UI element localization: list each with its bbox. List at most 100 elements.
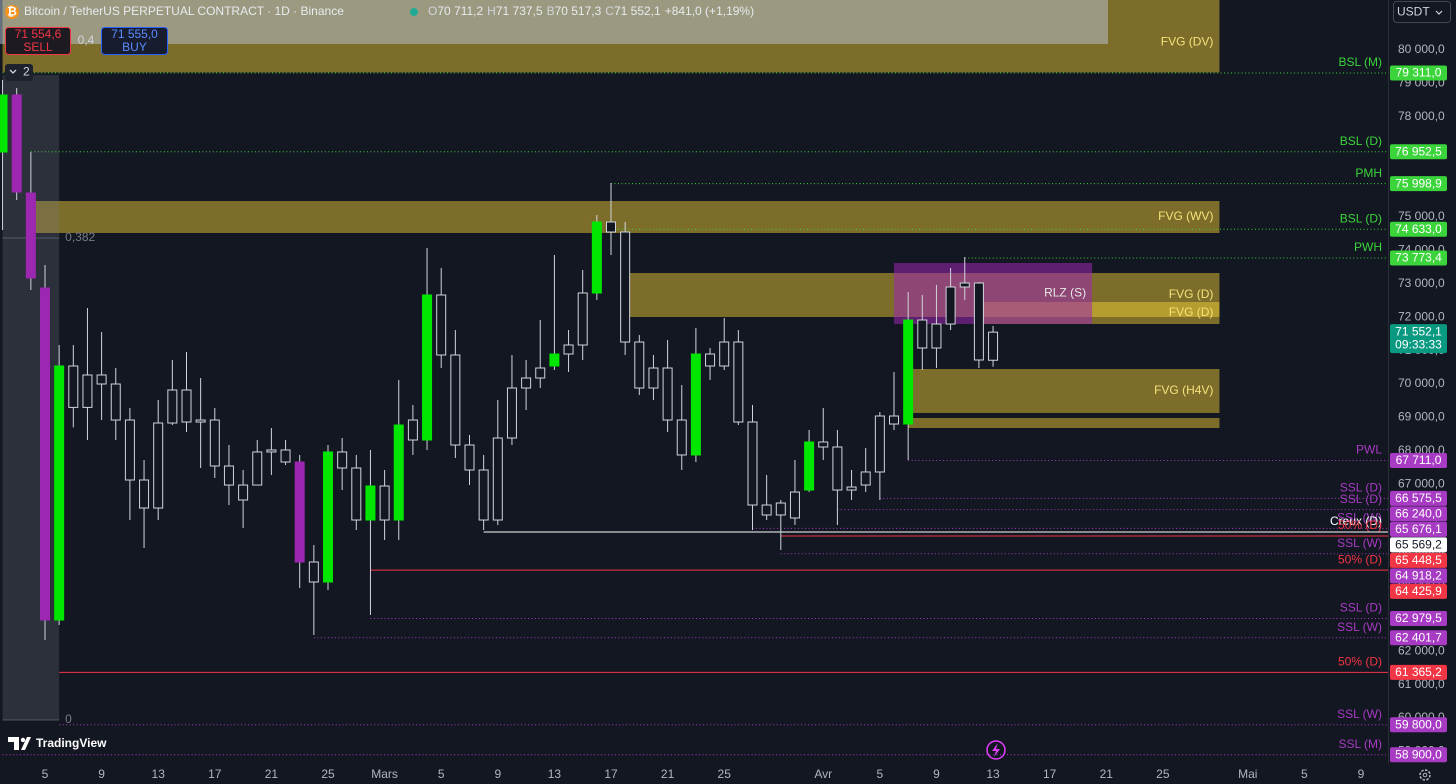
sell-price[interactable]: 71 554,6 <box>15 27 62 41</box>
y-tick-label: 80 000,0 <box>1398 42 1445 56</box>
y-tick-label: 73 000,0 <box>1398 276 1445 290</box>
price-tag-label: 58 900,0 <box>1395 747 1442 761</box>
candle-body <box>775 502 786 516</box>
x-tick-label: 17 <box>604 767 618 781</box>
fib-label: 0 <box>65 712 72 726</box>
price-tag-label: 65 676,1 <box>1395 522 1442 536</box>
plot-area: 0,382 0 FVG (DV) FVG (WV) FVG (D) FVG (D) RLZ … <box>0 0 1388 756</box>
last-price-tag <box>1390 324 1447 354</box>
sell-box[interactable] <box>5 27 71 55</box>
candle-body <box>422 294 433 441</box>
currency-select[interactable]: USDT <box>1393 1 1451 23</box>
ohlc-value: 71 552,1 <box>614 4 661 18</box>
ohlc-legend: O70 711,2 H71 737,5 B70 517,3 C71 552,1 +841… <box>428 4 754 18</box>
indicator-toggle[interactable]: 2 <box>5 64 33 81</box>
y-tick-label: 67 000,0 <box>1398 476 1445 490</box>
candle-body <box>68 365 79 408</box>
price-tag-label: 62 979,5 <box>1395 611 1442 625</box>
candle-body <box>436 294 447 356</box>
market-status <box>410 8 418 16</box>
sell-label[interactable]: SELL <box>23 40 53 54</box>
level-label: BSL (D) <box>1340 211 1382 225</box>
price-tag <box>1390 452 1447 468</box>
x-tick-label: 21 <box>265 767 279 781</box>
buy-price[interactable]: 71 555,0 <box>111 27 158 41</box>
buy-label[interactable]: BUY <box>122 40 147 54</box>
price-tag-label: 61 365,2 <box>1395 665 1442 679</box>
candle-body <box>337 451 348 469</box>
price-tag <box>1390 65 1447 81</box>
x-tick-label: 9 <box>933 767 940 781</box>
price-tag-label: 66 575,5 <box>1395 491 1442 505</box>
currency[interactable]: USDT <box>1397 5 1430 19</box>
replay-button[interactable] <box>986 740 1006 760</box>
candle-body <box>82 374 93 408</box>
candle-body <box>577 292 588 346</box>
coin-glyph: ₿ <box>7 5 17 19</box>
level-label: SSL (M) <box>1338 737 1382 751</box>
candle-body <box>747 421 758 506</box>
indicator-toggle-box[interactable] <box>5 64 33 81</box>
ohlc-value: 70 711,2 <box>437 4 483 18</box>
x-tick-label: 5 <box>1301 767 1308 781</box>
ohlc-key: B <box>547 4 555 18</box>
x-tick-label: 13 <box>986 767 1000 781</box>
candle-body <box>323 451 333 583</box>
candle-body <box>705 353 716 367</box>
candle-body <box>379 485 390 521</box>
chevron[interactable] <box>9 69 17 74</box>
replay-bolt[interactable] <box>992 743 1000 757</box>
currency-box[interactable] <box>1393 1 1451 23</box>
zone-label: FVG (H4V) <box>1154 383 1213 397</box>
ohlc-value: 71 737,5 <box>496 4 543 18</box>
level-label: SSL (D) <box>1340 601 1382 615</box>
candle-body <box>54 365 65 621</box>
price-tag <box>1390 568 1447 584</box>
y-tick-label: 72 000,0 <box>1398 309 1445 323</box>
candle-body <box>223 465 234 486</box>
x-tick-label: Mars <box>371 767 398 781</box>
level-label: PWL <box>1356 443 1382 457</box>
indicator-count[interactable]: 2 <box>23 65 30 79</box>
zone-label: FVG (DV) <box>1161 34 1214 48</box>
level-label: BSL (M) <box>1338 55 1382 69</box>
candle-body <box>252 451 263 486</box>
settings-button[interactable] <box>1419 769 1431 781</box>
chevron[interactable] <box>1435 10 1443 15</box>
replay-ring[interactable] <box>986 740 1006 760</box>
price-tag <box>1390 144 1447 160</box>
level-label: BSL (D) <box>1340 134 1382 148</box>
x-tick-label: 5 <box>438 767 445 781</box>
level-label: SSL (D) <box>1340 492 1382 506</box>
level-label: SSL (W) <box>1337 511 1382 525</box>
candle-body <box>804 441 815 491</box>
candle-body <box>280 449 291 463</box>
buy-button[interactable]: 71 555,0 BUY <box>101 27 168 55</box>
price-tag <box>1390 250 1447 266</box>
brand-name: TradingView <box>36 736 107 750</box>
level-label: 50% (D) <box>1338 552 1382 566</box>
candle-body <box>917 319 928 349</box>
candle-body <box>521 377 532 389</box>
sell-button[interactable]: 71 554,6 SELL <box>5 27 71 55</box>
candle-body <box>393 424 404 521</box>
candle-body <box>606 221 616 233</box>
candle-body <box>988 331 999 361</box>
buy-box[interactable] <box>101 27 168 55</box>
gear[interactable] <box>1419 769 1431 781</box>
price-tag-label: 65 448,5 <box>1395 553 1442 567</box>
x-tick-label: 5 <box>877 767 884 781</box>
x-tick-label: 9 <box>98 767 105 781</box>
y-tick-label: 75 000,0 <box>1398 209 1445 223</box>
price-tag <box>1390 176 1447 192</box>
candle-body <box>959 282 970 288</box>
candle-body <box>308 561 319 583</box>
candle-body <box>591 221 602 294</box>
zone-label: FVG (D) <box>1169 287 1214 301</box>
candle-body <box>351 467 362 521</box>
level-label: PMH <box>1355 166 1382 180</box>
gear-hub[interactable] <box>1422 772 1428 778</box>
level-label: SSL (D) <box>1340 481 1382 495</box>
